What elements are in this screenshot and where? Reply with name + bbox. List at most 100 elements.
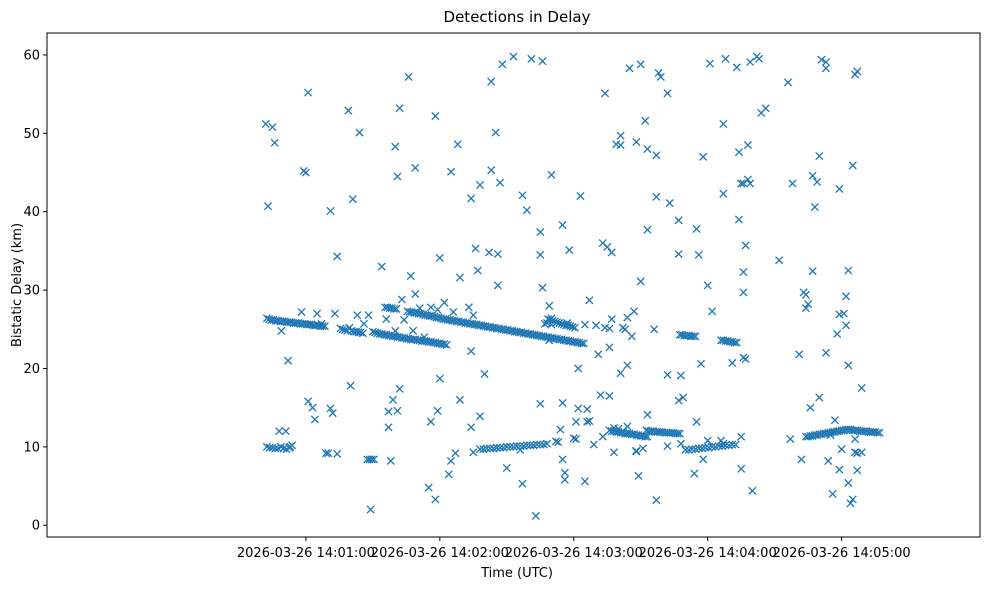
detection-marker — [536, 228, 545, 237]
detection-marker — [426, 303, 435, 312]
detection-marker — [632, 446, 641, 455]
detection-marker — [304, 397, 313, 406]
detection-marker — [482, 444, 491, 453]
detection-marker — [263, 202, 273, 211]
detection-marker — [536, 440, 545, 449]
detection-marker — [583, 405, 592, 414]
detection-marker — [703, 281, 712, 290]
detection-marker — [737, 179, 746, 188]
detection-marker — [568, 322, 577, 331]
detection-marker — [496, 443, 505, 452]
detection-marker — [435, 374, 444, 383]
detection-marker — [674, 249, 683, 259]
detection-marker — [552, 318, 562, 327]
detection-marker — [386, 456, 395, 466]
detection-marker — [576, 191, 585, 201]
detection-marker — [310, 415, 319, 424]
detection-marker — [356, 328, 365, 337]
detection-marker — [741, 241, 750, 250]
detection-marker — [607, 248, 616, 257]
detection-marker — [431, 495, 440, 504]
detection-marker — [665, 199, 674, 208]
detection-marker — [848, 161, 857, 170]
detection-marker — [556, 425, 565, 434]
detection-marker — [737, 464, 746, 473]
detection-marker — [603, 242, 612, 252]
detection-marker — [536, 399, 545, 408]
detection-marker — [526, 441, 535, 450]
detection-marker — [542, 439, 552, 448]
detection-marker — [364, 311, 373, 320]
detection-marker — [675, 429, 684, 438]
x-tick-label: 2026-03-26 14:02:00 — [371, 546, 509, 561]
x-tick-label: 2026-03-26 14:04:00 — [639, 546, 777, 561]
detection-marker — [728, 358, 737, 368]
detection-marker — [281, 427, 290, 436]
detection-marker — [318, 322, 327, 331]
detection-marker — [853, 466, 862, 475]
detection-marker — [270, 138, 279, 147]
detection-marker — [761, 104, 770, 113]
detection-marker — [663, 370, 672, 379]
detection-marker — [681, 445, 690, 455]
detection-marker — [850, 434, 860, 444]
detection-marker — [558, 455, 567, 464]
detection-marker — [607, 315, 616, 324]
detection-marker — [616, 141, 625, 150]
detection-marker — [547, 170, 556, 179]
detection-marker — [737, 432, 746, 441]
detection-marker — [804, 300, 813, 309]
detection-marker — [574, 364, 583, 373]
detection-marker — [605, 391, 614, 400]
detection-marker — [734, 148, 743, 157]
detection-marker — [833, 329, 842, 339]
y-axis-label: Bistatic Delay (km) — [10, 223, 25, 347]
detection-marker — [652, 496, 661, 505]
detection-marker — [801, 290, 810, 299]
detection-marker — [643, 410, 652, 419]
detection-marker — [583, 417, 592, 426]
detection-marker — [815, 393, 824, 402]
plot-frame — [46, 32, 981, 538]
detection-marker — [563, 318, 572, 328]
detection-marker — [455, 395, 464, 404]
detection-marker — [699, 455, 708, 464]
detection-marker — [585, 296, 594, 305]
detection-marker — [734, 215, 743, 224]
detection-marker — [618, 427, 627, 437]
detection-marker — [344, 106, 353, 115]
detection-marker — [652, 192, 661, 201]
detection-marker — [691, 332, 700, 341]
detection-marker — [813, 177, 822, 186]
detection-marker — [330, 309, 339, 318]
detection-marker — [435, 253, 444, 263]
detection-marker — [464, 303, 473, 312]
detection-marker — [487, 166, 496, 175]
detection-marker — [643, 144, 652, 154]
y-axis-ticks: 0 10 20 30 40 50 60 — [23, 48, 47, 534]
chart-title: Detections in Delay — [444, 8, 591, 26]
detection-marker — [475, 412, 485, 421]
detection-marker — [424, 483, 433, 492]
detection-marker — [348, 195, 357, 204]
detection-marker — [837, 445, 846, 454]
detection-marker — [732, 338, 741, 347]
detection-marker — [469, 448, 478, 457]
detection-marker — [574, 404, 583, 413]
detection-marker — [469, 311, 478, 320]
detection-marker — [585, 416, 594, 426]
detection-marker — [623, 361, 632, 370]
detection-marker — [444, 470, 453, 479]
detection-marker — [475, 445, 485, 454]
detection-marker — [592, 321, 601, 330]
detection-marker — [493, 249, 502, 259]
detection-marker — [857, 448, 866, 457]
detection-marker — [547, 320, 556, 329]
detection-marker — [275, 427, 284, 436]
detection-marker — [569, 434, 578, 443]
detection-marker — [391, 142, 400, 151]
detection-marker — [783, 78, 793, 87]
detection-marker — [397, 295, 406, 304]
detection-marker — [301, 168, 310, 177]
detection-marker — [313, 309, 322, 318]
